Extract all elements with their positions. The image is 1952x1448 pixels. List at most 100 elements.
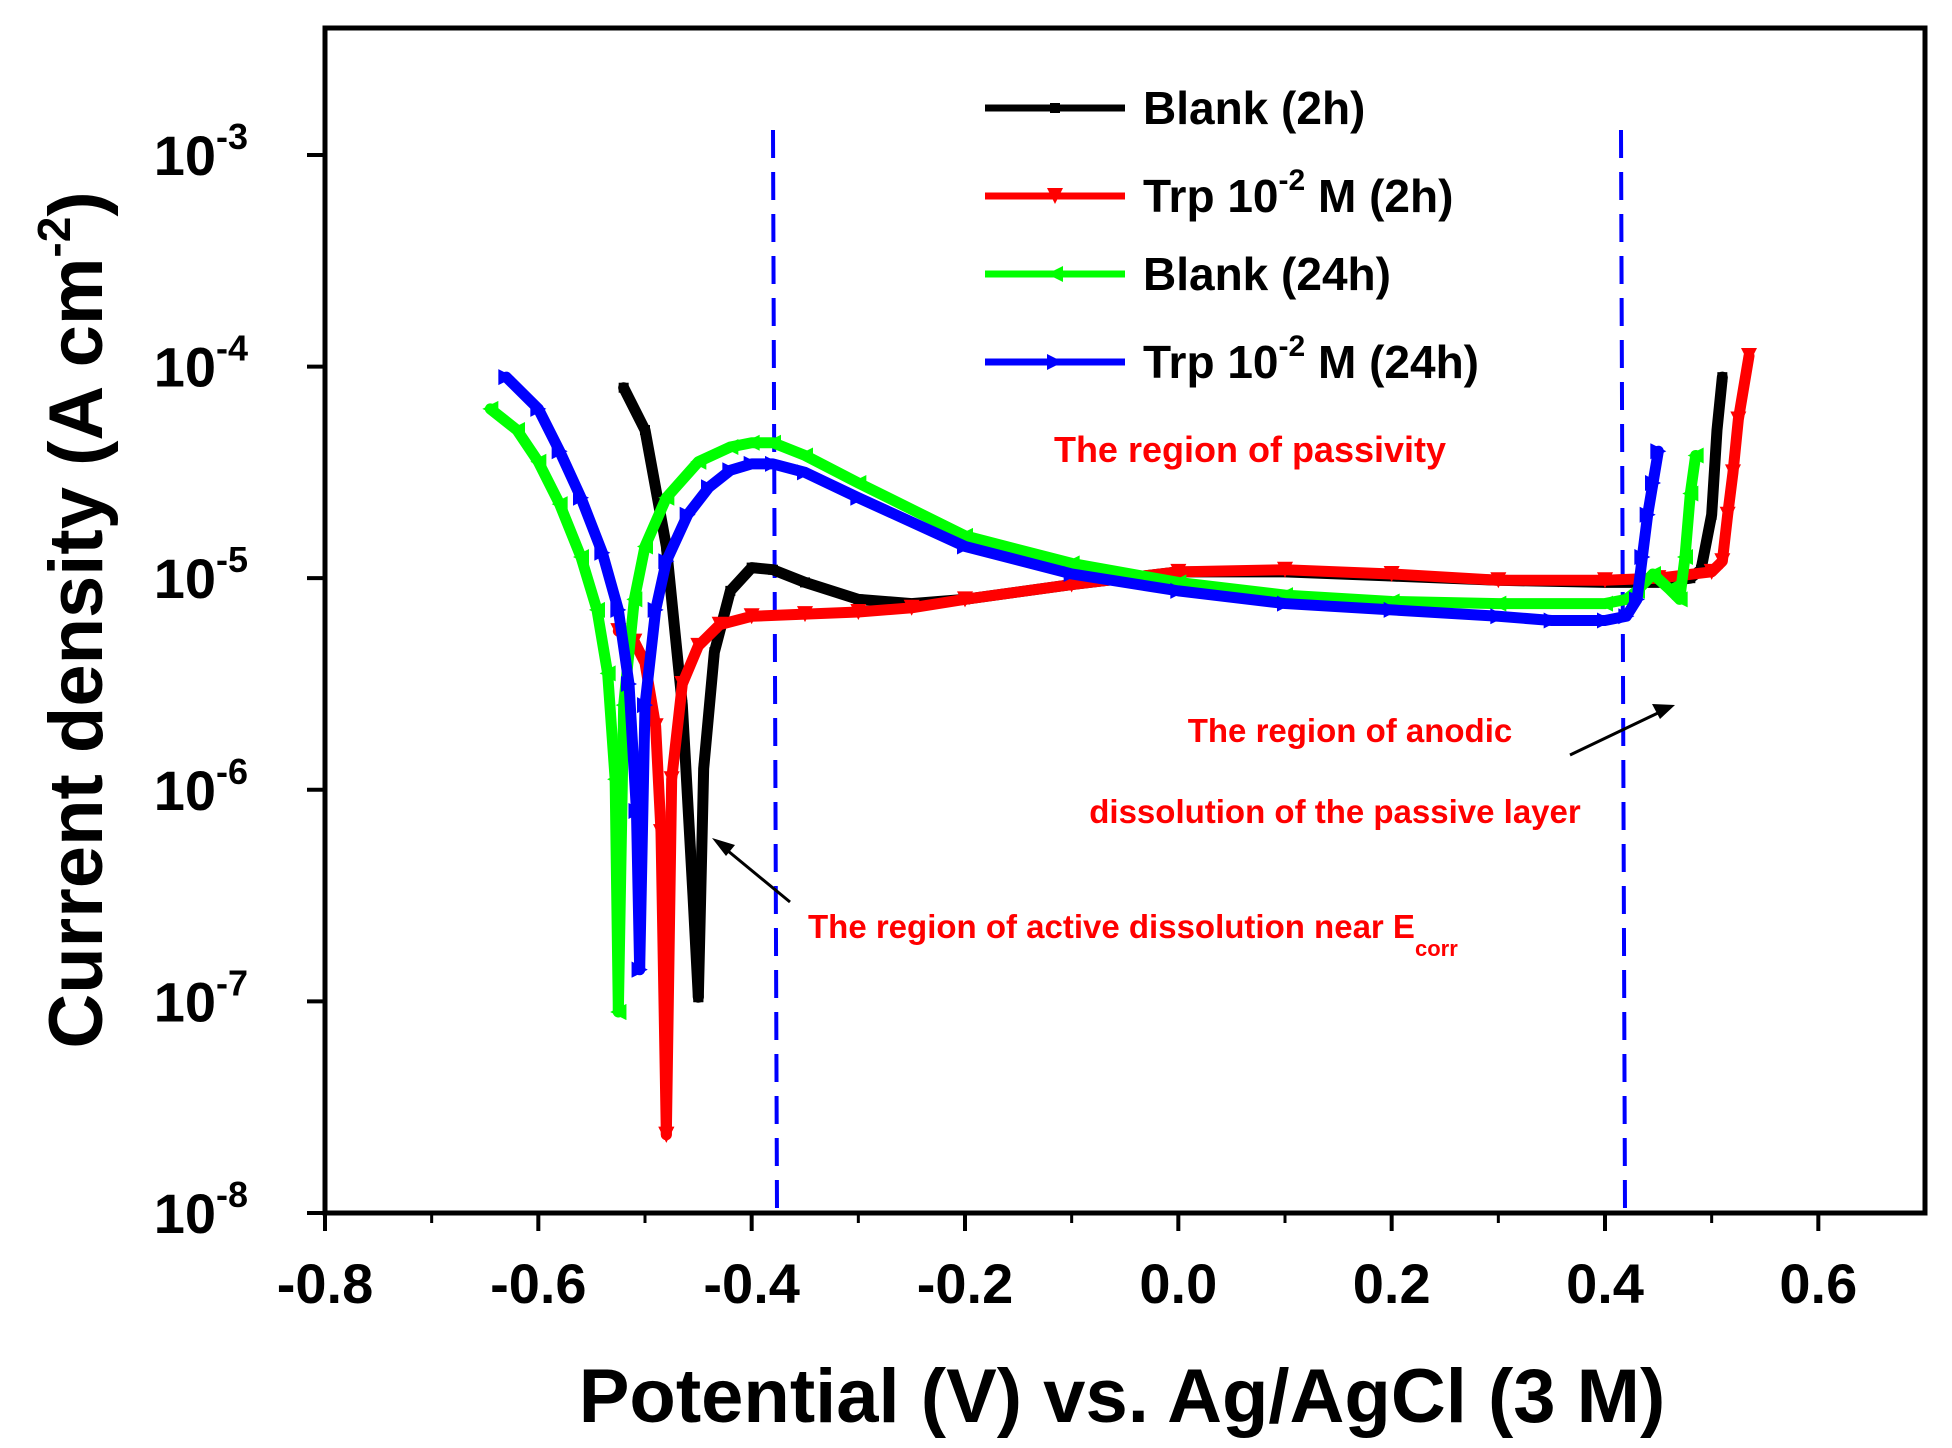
annotation-passivity: The region of passivity xyxy=(1054,429,1446,470)
data-point xyxy=(743,455,760,472)
annotation-active-dissolution: The region of active dissolution near Ec… xyxy=(808,908,1458,961)
reference-line-dashed xyxy=(1619,129,1627,1214)
arrow-anodic-dissolution xyxy=(1569,710,1661,757)
y-tick-label: 10-3 xyxy=(154,116,248,187)
data-point xyxy=(1634,549,1651,566)
y-tick-exponent: -4 xyxy=(216,328,248,369)
data-point xyxy=(573,549,589,566)
data-point xyxy=(722,462,739,479)
legend-label-suffix: M (2h) xyxy=(1305,170,1453,222)
data-point xyxy=(658,1126,675,1143)
legend-label-sup: -2 xyxy=(1279,330,1306,363)
data-point xyxy=(628,802,645,819)
data-point xyxy=(797,606,813,623)
y-tick-label: 10-8 xyxy=(154,1174,248,1245)
data-point xyxy=(637,697,653,714)
reference-line-dashed xyxy=(771,129,779,1214)
data-point xyxy=(1706,509,1717,520)
data-point xyxy=(1490,608,1507,625)
y-tick-label: 10-4 xyxy=(154,328,248,399)
data-point xyxy=(1170,563,1187,580)
data-point xyxy=(957,538,973,555)
x-tick-label: -0.8 xyxy=(277,1252,374,1315)
data-point xyxy=(589,601,605,618)
legend-label-sup: -2 xyxy=(1279,164,1306,197)
data-point xyxy=(797,447,813,464)
data-point xyxy=(658,553,675,570)
annotation-anodic-line2: dissolution of the passive layer xyxy=(1089,793,1581,830)
y-tick-base: 10 xyxy=(154,336,216,399)
data-point xyxy=(573,489,589,506)
data-point xyxy=(626,591,643,608)
data-point xyxy=(530,453,547,470)
data-point xyxy=(1047,354,1063,370)
data-point xyxy=(509,422,525,439)
data-point xyxy=(658,489,675,506)
data-point xyxy=(530,400,547,417)
data-point xyxy=(693,992,704,1003)
data-point xyxy=(679,506,696,523)
y-tick-exponent: -8 xyxy=(216,1174,248,1215)
data-point xyxy=(1719,506,1736,523)
data-point xyxy=(1677,549,1693,566)
y-tick-base: 10 xyxy=(154,1182,216,1245)
y-tick-label: 10-6 xyxy=(154,751,248,822)
y-tick-base: 10 xyxy=(154,547,216,610)
x-tick-label: 0.4 xyxy=(1566,1252,1644,1315)
data-point xyxy=(765,455,781,472)
data-point xyxy=(711,616,728,633)
legend: Blank (2h)Trp 10-2 M (2h)Blank (24h) Trp… xyxy=(985,82,1479,388)
data-point xyxy=(610,1003,627,1020)
data-point xyxy=(1645,565,1661,582)
y-axis-label-close: ) xyxy=(34,191,119,216)
data-point xyxy=(1661,580,1677,597)
plot-frame xyxy=(322,25,1928,1216)
data-point xyxy=(1383,565,1400,582)
data-point xyxy=(1170,582,1187,599)
data-point xyxy=(688,890,698,901)
data-point xyxy=(1717,372,1728,383)
data-point xyxy=(1597,612,1613,629)
data-point xyxy=(1639,506,1656,523)
data-point xyxy=(1277,561,1293,578)
y-axis-label-main: Current density (A cm xyxy=(34,258,119,1049)
x-tick-label: 0.2 xyxy=(1353,1252,1431,1315)
y-axis-label-exponent: -2 xyxy=(28,217,80,258)
x-axis-label: Potential (V) vs. Ag/AgCl (3 M) xyxy=(579,1354,1666,1439)
data-point xyxy=(957,591,973,608)
y-tick-label: 10-5 xyxy=(154,539,248,610)
y-tick-exponent: -5 xyxy=(216,539,248,580)
data-point xyxy=(1047,188,1063,204)
series-3 xyxy=(482,400,1704,1020)
data-point xyxy=(663,771,680,788)
arrow-anodic-dissolution-head xyxy=(1652,704,1675,719)
data-point xyxy=(690,637,707,654)
y-tick-exponent: -6 xyxy=(216,751,248,792)
annotation-active-text: The region of active dissolution near E xyxy=(808,908,1415,945)
data-point xyxy=(631,961,648,978)
data-point xyxy=(1047,266,1063,282)
x-tick-label: 0.0 xyxy=(1139,1252,1217,1315)
data-point xyxy=(701,479,717,496)
y-tick-label: 10-7 xyxy=(154,962,248,1033)
y-tick-base: 10 xyxy=(154,124,216,187)
data-point xyxy=(1687,447,1704,464)
data-point xyxy=(1543,612,1560,629)
series-line-cathodic xyxy=(618,382,704,1003)
data-point xyxy=(1682,485,1699,502)
data-point xyxy=(551,443,568,460)
data-point xyxy=(621,675,637,692)
legend-label-text: Trp 10 xyxy=(1143,170,1279,222)
y-tick-exponent: -7 xyxy=(216,962,248,1003)
data-point xyxy=(1597,572,1613,589)
data-point xyxy=(797,464,813,481)
data-point xyxy=(709,647,720,658)
x-tick-label: -0.6 xyxy=(490,1252,587,1315)
legend-label-text: Trp 10 xyxy=(1143,336,1279,388)
data-point xyxy=(498,369,515,386)
data-point xyxy=(551,496,568,513)
data-point xyxy=(725,585,736,596)
data-point xyxy=(1671,591,1688,608)
data-point xyxy=(743,608,760,625)
